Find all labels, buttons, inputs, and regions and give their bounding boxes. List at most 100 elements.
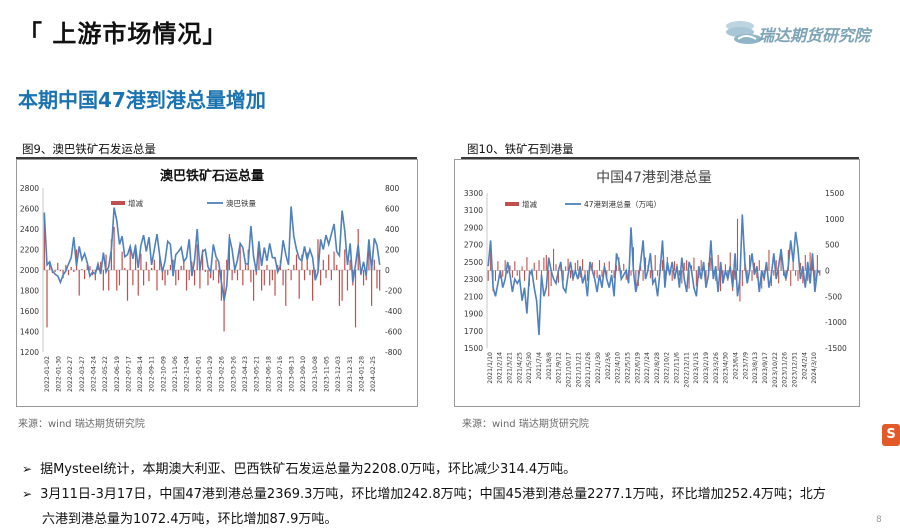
bullet-item: ➢ 3月11日-3月17日，中国47港到港总量2369.3万吨，环比增加242.8…	[22, 483, 826, 502]
chart-shipment: 澳巴铁矿石运总量12001400160018002000220024002600…	[20, 168, 402, 392]
bar-change	[567, 258, 569, 271]
bar-change	[780, 255, 782, 271]
bar-change	[134, 244, 137, 270]
bar-change	[57, 262, 59, 270]
bar-change	[509, 265, 511, 271]
bar-change	[502, 270, 504, 277]
bar-change	[521, 266, 523, 271]
company-logo-icon	[726, 21, 762, 44]
bar-change	[274, 270, 276, 296]
bar-change	[497, 261, 499, 271]
bar-change	[693, 257, 695, 271]
y-right-tick-label: 600	[385, 205, 400, 214]
x-tick-label: 2022/10/2	[664, 352, 671, 384]
bar-change	[255, 270, 257, 276]
x-tick-label: 2021/9/12	[556, 352, 563, 384]
x-tick-label: 2023-06-18	[265, 356, 272, 392]
bar-change	[282, 270, 284, 286]
x-tick-label: 2023/9/17	[762, 352, 769, 384]
x-tick-label: 2022-07-17	[125, 356, 132, 392]
bar-change	[584, 270, 586, 277]
y-left-tick-label: 2400	[20, 225, 39, 234]
bar-change	[623, 263, 625, 271]
bar-change	[49, 261, 51, 270]
page-title: 「 上游市场情况」	[18, 20, 228, 48]
bar-change	[67, 270, 70, 276]
bar-change	[379, 270, 381, 291]
x-tick-label: 2022-09-11	[149, 356, 156, 392]
bar-change	[83, 270, 86, 280]
bar-change	[768, 249, 770, 271]
bar-change	[218, 270, 220, 284]
x-tick-label: 2024-01-28	[359, 356, 366, 392]
bar-change	[252, 270, 255, 301]
bar-change	[320, 270, 322, 286]
x-tick-label: 2022-05-22	[102, 356, 109, 392]
x-tick-label: 2023-12-31	[347, 356, 354, 392]
y-right-tick-label: 400	[385, 225, 400, 234]
figure-caption: 图10、铁矿石到港量	[467, 142, 574, 156]
bar-change	[487, 270, 489, 281]
y-right-tick-label: -200	[385, 287, 402, 296]
bar-change	[548, 270, 550, 297]
x-tick-label: 2022-12-04	[184, 356, 191, 392]
bar-change	[543, 257, 545, 271]
bar-change	[586, 270, 588, 281]
legend-label: 47港到港总量（万吨）	[584, 199, 661, 209]
legend-label: 澳巴铁量	[226, 198, 256, 208]
bar-change	[295, 254, 298, 270]
y-right-tick-label: 1000	[825, 215, 844, 224]
y-left-tick-label: 1400	[20, 328, 39, 337]
x-tick-label: 2023/8/13	[752, 352, 759, 384]
bar-change	[729, 252, 731, 271]
chart-source: 来源：wind 瑞达期货研究院	[462, 419, 589, 430]
bar-change	[511, 270, 513, 278]
bar-change	[196, 244, 198, 270]
bar-change	[804, 255, 806, 271]
bar-change	[116, 270, 118, 291]
bar-change	[298, 270, 300, 299]
y-left-tick-label: 2000	[20, 266, 39, 275]
y-right-tick-label: 0	[385, 266, 390, 275]
bar-change	[688, 270, 690, 289]
bar-change	[814, 270, 816, 281]
bar-change	[169, 264, 172, 270]
chart-title: 澳巴铁矿石运总量	[160, 168, 264, 184]
bar-change	[100, 261, 102, 270]
legend-label: 增减	[128, 198, 143, 208]
x-tick-label: 2022-06-19	[114, 356, 121, 392]
bar-change	[148, 270, 150, 282]
y-left-tick-label: 1200	[20, 348, 39, 357]
bar-change	[311, 270, 314, 301]
bar-change	[555, 264, 557, 271]
bar-change	[330, 270, 332, 281]
bar-change	[258, 249, 260, 270]
bar-change	[579, 270, 581, 278]
bar-change	[569, 270, 572, 279]
arrow-bullet-icon: ➢	[22, 487, 33, 501]
app-badge-icon[interactable]: S	[882, 424, 900, 446]
x-tick-label: 2023-12-03	[335, 356, 342, 392]
bar-change	[720, 270, 722, 292]
bar-change	[212, 270, 214, 281]
bar-change	[686, 260, 688, 271]
y-left-tick-label: 2900	[464, 223, 483, 232]
bar-change	[271, 270, 273, 281]
bar-change	[306, 252, 308, 270]
bar-change	[244, 264, 247, 270]
bar-change	[373, 259, 375, 270]
x-tick-label: 2022-08-14	[137, 356, 144, 392]
bar-change	[325, 270, 327, 279]
x-tick-label: 2023/1/15	[693, 352, 700, 384]
x-tick-label: 2023/11/26	[782, 352, 789, 388]
bar-change	[724, 264, 726, 271]
bar-change	[102, 270, 104, 291]
bar-change	[598, 260, 601, 271]
y-left-tick-label: 1700	[464, 327, 483, 336]
bar-change	[346, 270, 349, 291]
bar-change	[674, 261, 676, 271]
bar-change	[514, 261, 516, 271]
bar-change	[172, 259, 174, 270]
bar-change	[73, 270, 75, 273]
bar-change	[608, 261, 610, 271]
